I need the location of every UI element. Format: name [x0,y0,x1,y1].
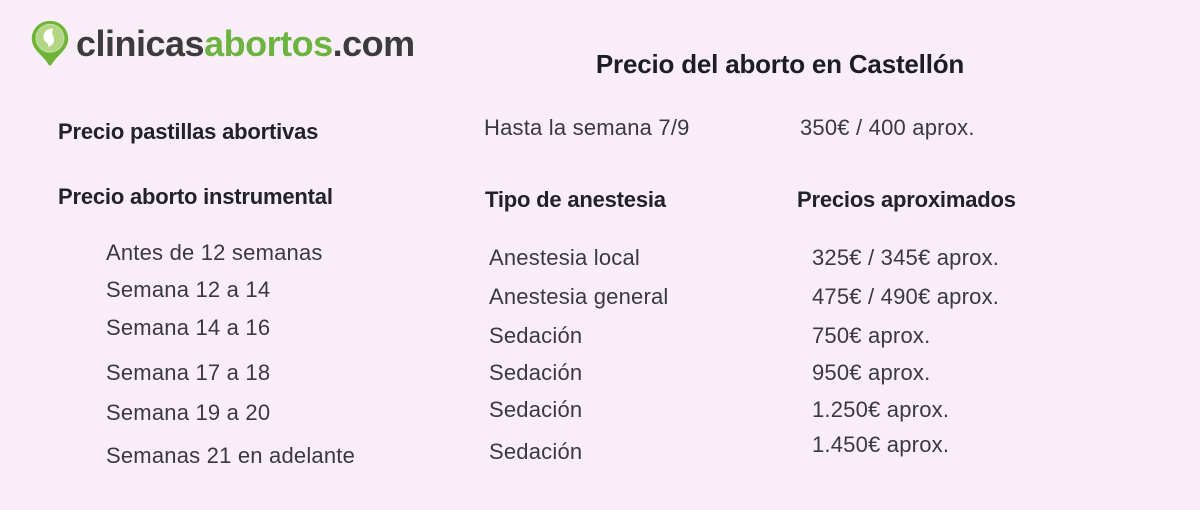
week-label: Semana 12 a 14 [106,277,271,302]
map-pin-icon [31,20,69,66]
pastillas-week-label: Hasta la semana 7/9 [484,115,690,140]
heading-precio-pastillas: Precio pastillas abortivas [58,119,319,144]
logo-suffix: .com [332,23,416,64]
logo-text: clinicasabortos.com [76,20,415,68]
page-title: Precio del aborto en Castellón [595,49,965,80]
anesthesia-label: Sedación [489,360,583,385]
week-label: Antes de 12 semanas [106,240,323,265]
pastillas-price-value: 350€ / 400 aprox. [800,115,975,140]
column-header-anestesia: Tipo de anestesia [485,187,666,212]
column-header-precios: Precios aproximados [797,187,1016,212]
anesthesia-label: Sedación [489,397,583,422]
anesthesia-label: Sedación [489,323,583,348]
logo-highlight: abortos [204,23,333,64]
price-value: 950€ aprox. [812,360,931,385]
price-value: 750€ aprox. [812,323,931,348]
logo: clinicasabortos.com [30,20,415,68]
week-label: Semana 14 a 16 [106,315,271,340]
price-value: 1.450€ aprox. [812,432,950,457]
anesthesia-label: Anestesia general [489,284,669,309]
price-value: 1.250€ aprox. [812,397,950,422]
week-label: Semana 19 a 20 [106,400,271,425]
week-label: Semanas 21 en adelante [106,443,356,468]
week-label: Semana 17 a 18 [106,360,271,385]
anesthesia-label: Sedación [489,439,583,464]
heading-precio-instrumental: Precio aborto instrumental [58,184,333,209]
price-value: 325€ / 345€ aprox. [812,245,1000,270]
logo-prefix: clinicas [76,23,205,64]
anesthesia-label: Anestesia local [489,245,640,270]
price-value: 475€ / 490€ aprox. [812,284,1000,309]
